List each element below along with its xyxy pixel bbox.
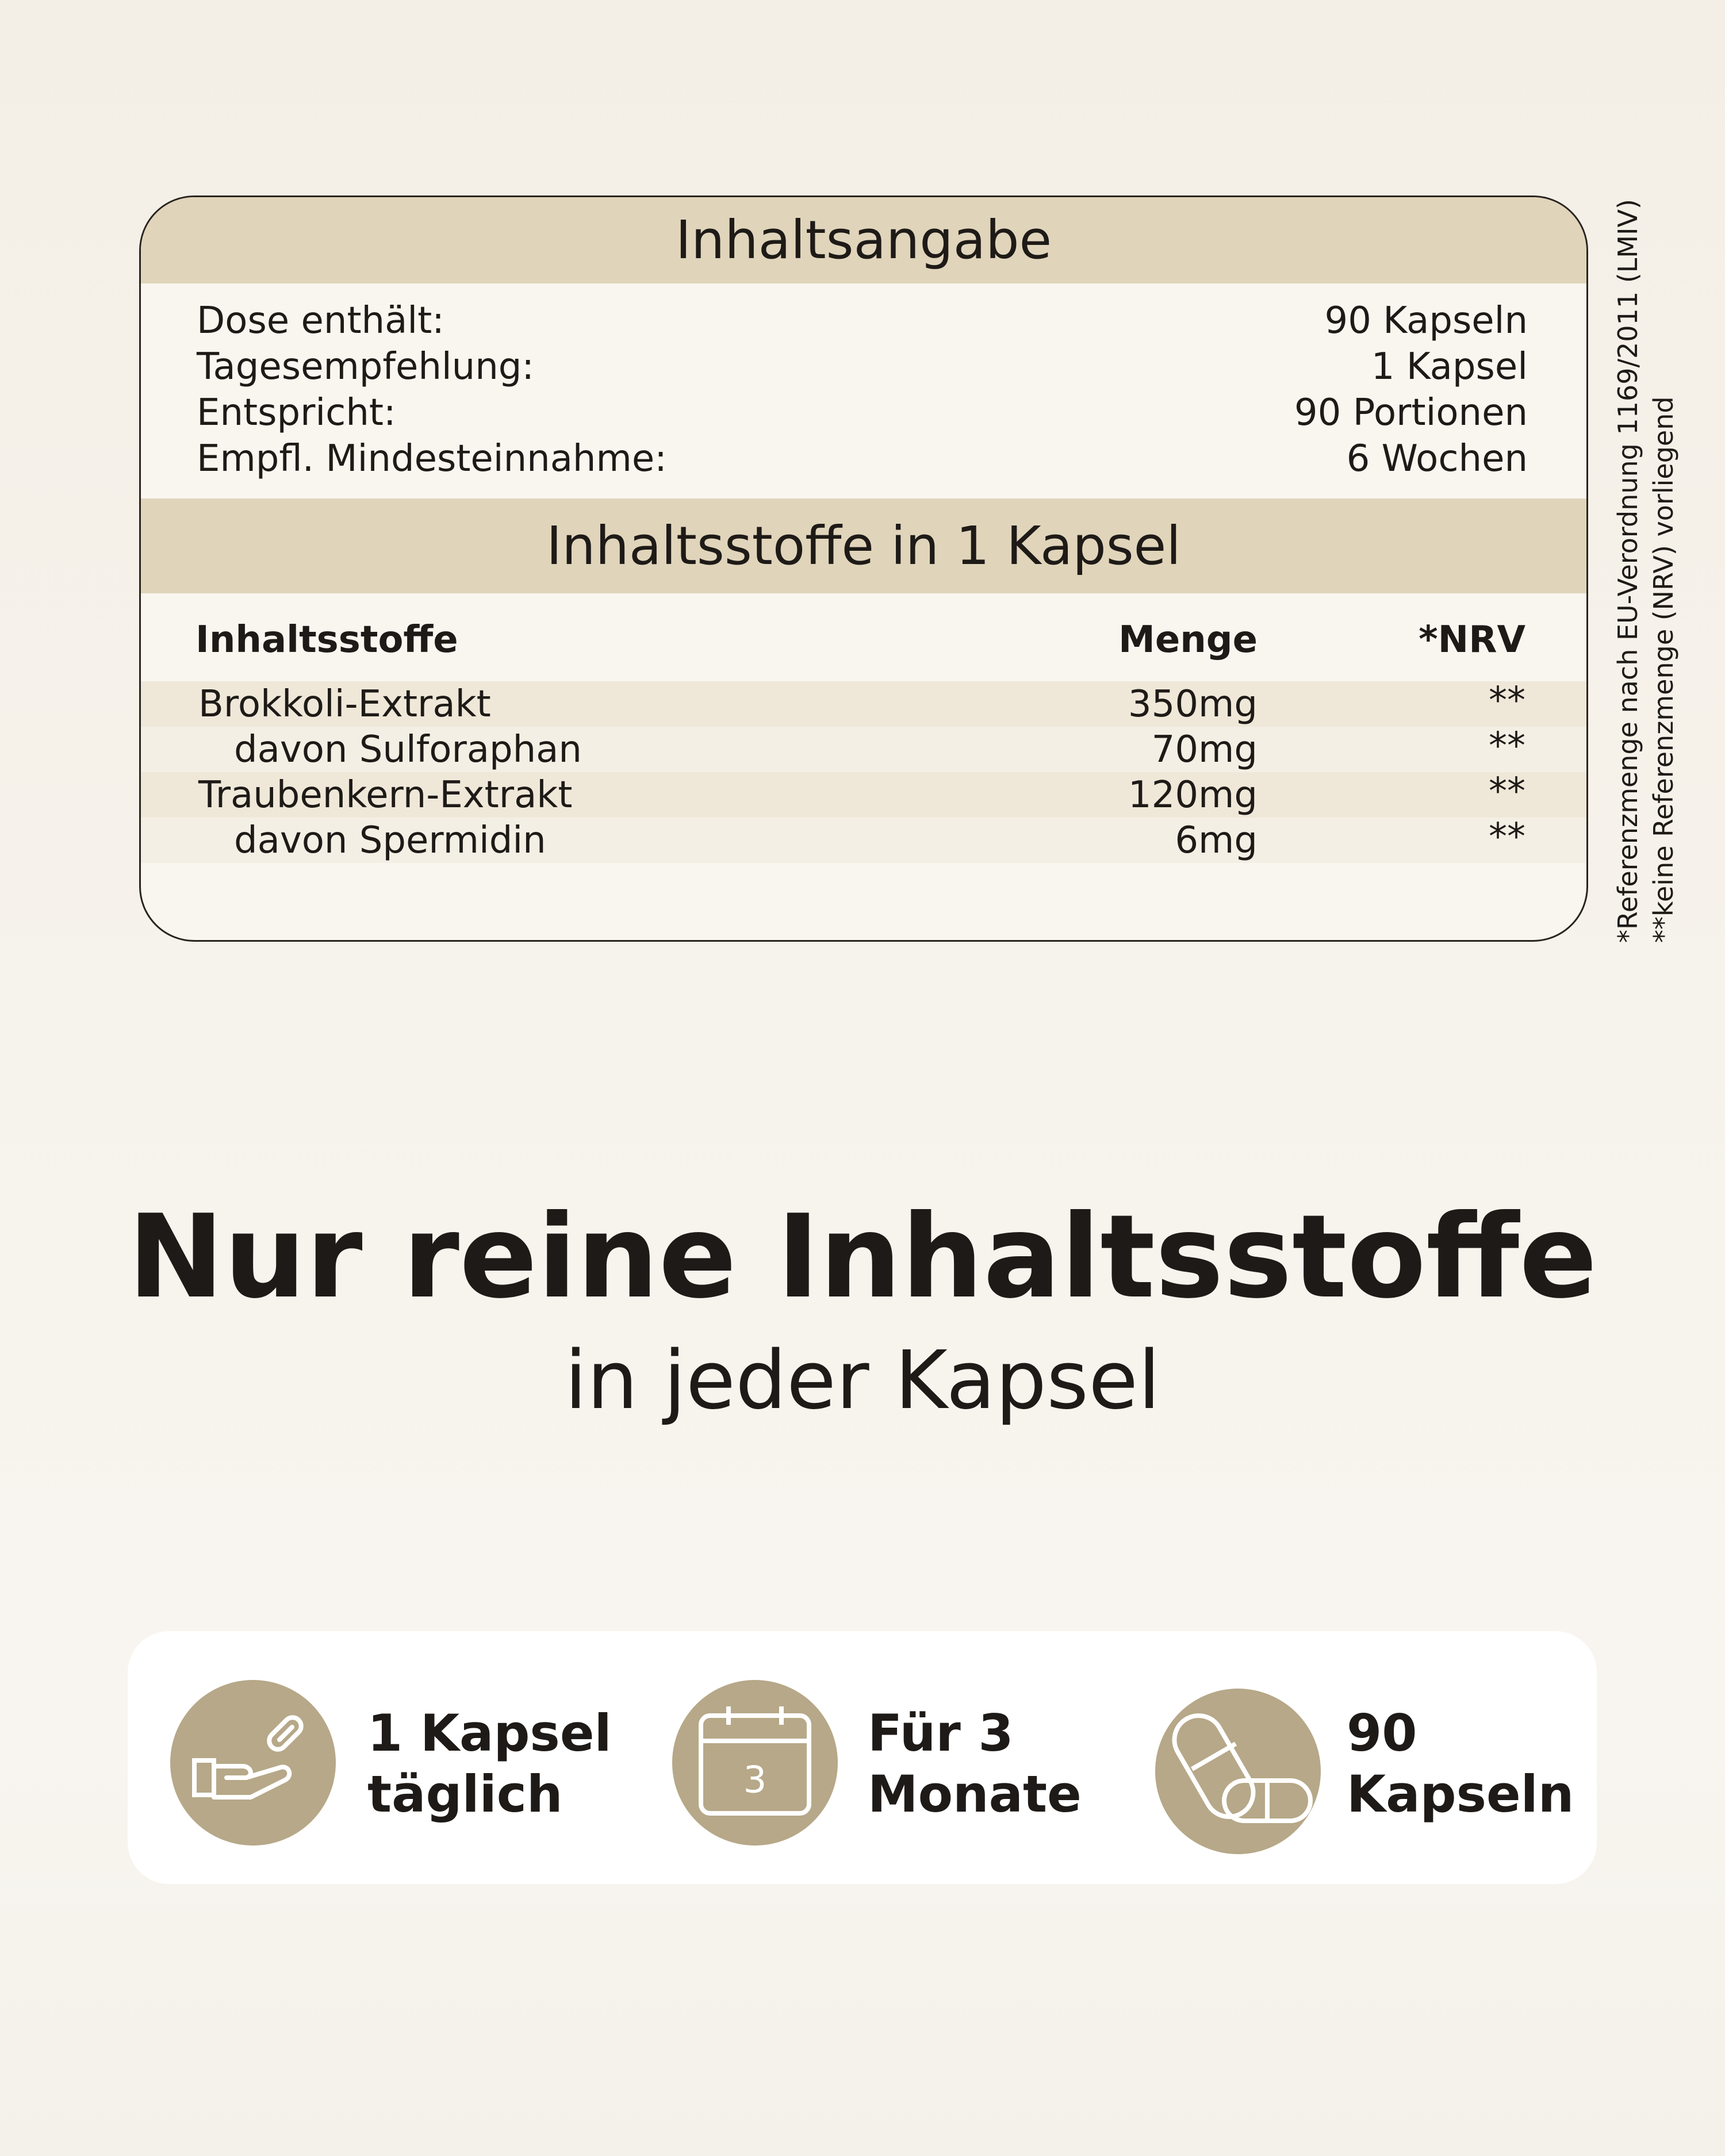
summary-value: 6 Wochen (1346, 438, 1528, 480)
ingredient-name: davon Sulforaphan (234, 728, 582, 771)
ingredient-nrv: ** (1489, 680, 1525, 722)
ingredient-amount: 120mg (1128, 774, 1258, 816)
nutrition-card: Inhaltsangabe Inhaltsstoffe in 1 Kapsel … (139, 195, 1588, 942)
icon (1172, 1713, 1313, 1823)
table-header: Inhaltsstoffe (195, 619, 458, 661)
table-header: *NRV (1419, 619, 1525, 661)
row-stripe (141, 681, 1586, 727)
ingredient-amount: 70mg (1151, 728, 1258, 771)
ingredient-name: Traubenkern-Extrakt (198, 774, 573, 816)
footnote: *Referenzmenge nach EU-Verordnung 1169/2… (1612, 199, 1643, 943)
icon-label: 3 (743, 1759, 767, 1802)
icon-calendar: 3 (672, 1680, 838, 1846)
footnotes: *Referenzmenge nach EU-Verordnung 1169/2… (1610, 199, 1681, 943)
summary-label: Empfl. Mindesteinnahme: (197, 438, 667, 480)
ingredient-nrv: ** (1489, 816, 1525, 858)
row-stripe (141, 772, 1586, 818)
summary-value: 90 Kapseln (1324, 300, 1528, 342)
ingredient-nrv: ** (1489, 770, 1525, 813)
subheadline: in jeder Kapsel (564, 1334, 1161, 1428)
summary-value: 1 Kapsel (1371, 346, 1528, 388)
summary-title: Inhaltsangabe (141, 197, 1586, 283)
ingredients-title: Inhaltsstoffe in 1 Kapsel (141, 498, 1586, 593)
feature-text: 1 Kapsel täglich (367, 1703, 612, 1825)
footnote: **keine Referenzmenge (NRV) vorliegend (1648, 396, 1679, 943)
feature-line: 90 (1347, 1704, 1417, 1763)
summary-value: 90 Portionen (1294, 392, 1528, 434)
headline: Nur reine Inhaltsstoffe (128, 1190, 1597, 1324)
feature-text: Für 3 Monate (868, 1703, 1082, 1825)
feature-line: Kapseln (1347, 1764, 1574, 1824)
icon: 3 (699, 1706, 811, 1816)
row-stripe (141, 727, 1586, 772)
features-box: 3 1 Kapsel täglich Für 3 Monate 90 Kapseln (128, 1631, 1597, 1884)
icon-hand (170, 1680, 336, 1846)
ingredient-name: davon Spermidin (234, 819, 546, 862)
row-stripe (141, 818, 1586, 863)
icon-capsules (1155, 1689, 1321, 1854)
icon (192, 1715, 304, 1800)
feature-line: Monate (868, 1764, 1082, 1824)
ingredient-amount: 350mg (1128, 683, 1258, 726)
ingredient-amount: 6mg (1175, 819, 1258, 862)
ingredient-nrv: ** (1489, 725, 1525, 768)
feature-text: 90 Kapseln (1347, 1703, 1574, 1825)
table-header: Menge (1118, 619, 1258, 661)
summary-label: Entspricht: (197, 392, 396, 434)
summary-label: Dose enthält: (197, 300, 444, 342)
ingredient-name: Brokkoli-Extrakt (198, 683, 491, 726)
feature-line: Für 3 (868, 1704, 1014, 1763)
feature-line: 1 Kapsel (367, 1704, 612, 1763)
summary-label: Tagesempfehlung: (197, 346, 534, 388)
feature-line: täglich (367, 1764, 563, 1824)
